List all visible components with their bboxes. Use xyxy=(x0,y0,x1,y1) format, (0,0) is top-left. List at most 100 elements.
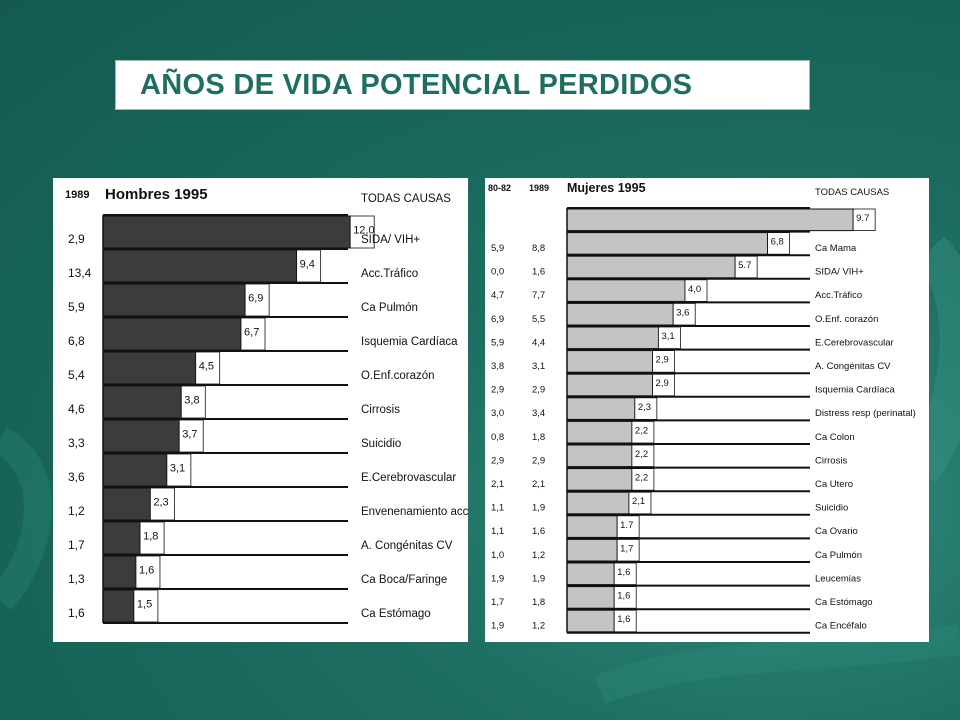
year-value: 7,7 xyxy=(532,290,545,301)
year-value: 5,9 xyxy=(68,300,85,314)
value-label: 6,9 xyxy=(248,293,263,305)
value-label-box xyxy=(139,521,165,555)
year-value: 4,6 xyxy=(68,402,85,416)
bar xyxy=(566,444,633,468)
year-value: 1,3 xyxy=(68,572,85,586)
value-label: 3,1 xyxy=(170,463,185,475)
chart-title: Mujeres 1995 xyxy=(567,181,646,195)
bar xyxy=(566,350,654,373)
value-label: 4,0 xyxy=(688,284,701,295)
year-value: 1,2 xyxy=(68,504,85,518)
year-value: 2,9 xyxy=(532,455,545,466)
year-value: 1,9 xyxy=(491,573,504,584)
year-value: 1,9 xyxy=(491,621,504,632)
category-label: Ca Boca/Faringe xyxy=(361,574,447,586)
year-value: 1,2 xyxy=(532,621,545,632)
value-label: 6,7 xyxy=(244,327,259,339)
slide-title: AÑOS DE VIDA POTENCIAL PERDIDOS xyxy=(140,68,693,101)
bar xyxy=(566,279,686,302)
year-value: 1,1 xyxy=(491,503,504,514)
value-label: 2,9 xyxy=(656,355,669,366)
category-label: A. Congénitas CV xyxy=(361,540,453,552)
value-label: 2,9 xyxy=(656,378,669,389)
bar xyxy=(102,283,246,317)
year-value: 5,9 xyxy=(491,337,504,348)
value-label-box xyxy=(195,351,221,385)
category-label: Ca Pulmón xyxy=(815,550,862,561)
year-value: 3,8 xyxy=(491,361,504,372)
value-label: 1,6 xyxy=(617,614,630,625)
year-value: 2,1 xyxy=(491,479,504,490)
category-label: E.Cerebrovascular xyxy=(361,472,456,484)
category-label: Cirrosis xyxy=(815,455,847,466)
value-label-box xyxy=(244,283,270,317)
year-value: 6,8 xyxy=(68,334,85,348)
category-label: Ca Mama xyxy=(815,243,857,254)
year-value: 4,4 xyxy=(532,337,545,348)
bar xyxy=(102,351,197,385)
header-label: TODAS CAUSAS xyxy=(815,187,889,198)
value-label: 6,8 xyxy=(771,237,784,248)
year-value: 5,9 xyxy=(491,243,504,254)
value-label-box xyxy=(613,562,637,586)
bar xyxy=(102,385,182,419)
year-value: 3,6 xyxy=(68,470,85,484)
value-label-box xyxy=(133,589,159,623)
value-label: 2,3 xyxy=(638,402,651,413)
category-label: SIDA/ VIH+ xyxy=(361,234,420,246)
year-value: 5,5 xyxy=(532,314,545,325)
year-value: 2,9 xyxy=(491,385,504,396)
year-value: 2,1 xyxy=(532,479,545,490)
year-value: 1,8 xyxy=(532,432,545,443)
value-label: 2,3 xyxy=(153,497,168,509)
category-label: E.Cerebrovascular xyxy=(815,337,894,348)
category-label: Ca Estómago xyxy=(815,597,873,608)
value-label: 1,8 xyxy=(143,531,158,543)
bar xyxy=(566,208,854,232)
bar xyxy=(566,491,630,515)
bar xyxy=(102,419,180,453)
value-label-box xyxy=(349,215,375,249)
bar xyxy=(566,302,674,326)
value-label: 5.7 xyxy=(738,260,751,271)
value-label: 3,6 xyxy=(676,307,689,318)
category-label: Ca Pulmón xyxy=(361,302,418,314)
value-label-box xyxy=(240,317,266,351)
bar xyxy=(566,373,654,397)
bar xyxy=(102,249,298,283)
bar xyxy=(102,317,242,351)
category-label: Cirrosis xyxy=(361,404,400,416)
value-label-box xyxy=(296,249,322,283)
year-value: 2,9 xyxy=(491,455,504,466)
category-label: O.Enf. corazón xyxy=(815,314,878,325)
header-label: TODAS CAUSAS xyxy=(361,193,451,205)
category-label: Ca Colon xyxy=(815,432,855,443)
bar xyxy=(566,420,633,444)
category-label: Ca Encéfalo xyxy=(815,621,867,632)
year-header: 80-82 xyxy=(488,183,511,193)
bar xyxy=(566,397,636,420)
value-label: 2,2 xyxy=(635,473,648,484)
bar xyxy=(566,515,618,538)
value-label: 1,5 xyxy=(137,599,152,611)
category-label: Isquemia Cardíaca xyxy=(361,336,458,348)
year-value: 1,9 xyxy=(532,503,545,514)
year-value: 1,8 xyxy=(532,597,545,608)
category-label: Ca Utero xyxy=(815,479,853,490)
bar xyxy=(102,487,151,521)
category-label: Ca Estómago xyxy=(361,608,431,620)
year-value: 1,1 xyxy=(491,526,504,537)
year-value: 13,4 xyxy=(68,266,92,280)
bar xyxy=(102,589,135,623)
category-label: Envenenamiento acc. xyxy=(361,506,468,518)
year-value: 1,0 xyxy=(491,550,504,561)
year-value: 3,1 xyxy=(532,361,545,372)
bar xyxy=(566,468,633,491)
value-label: 3,1 xyxy=(661,331,674,342)
category-label: Distress resp (perinatal) xyxy=(815,408,916,419)
value-label: 1,6 xyxy=(617,567,630,578)
value-label: 1.7 xyxy=(620,520,633,531)
bar xyxy=(566,232,769,255)
category-label: Leucemias xyxy=(815,573,861,584)
